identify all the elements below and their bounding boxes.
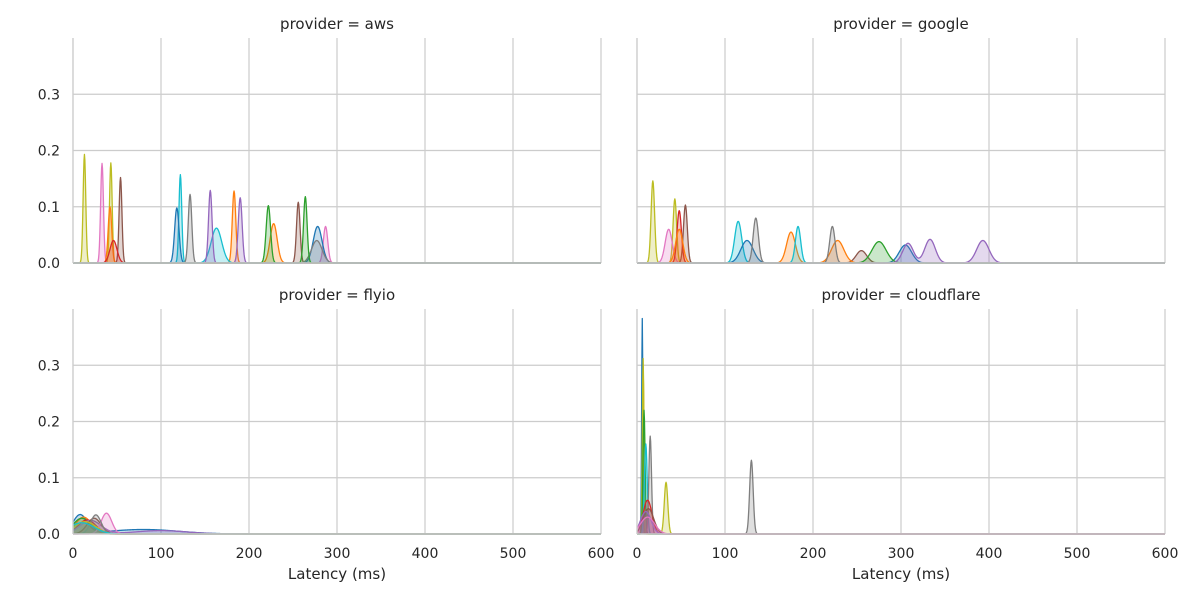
panel-title: provider = cloudflare: [822, 286, 981, 304]
panel-title: provider = aws: [280, 15, 394, 33]
x-tick-label: 400: [976, 546, 1003, 562]
y-tick-label: 0.3: [38, 358, 60, 374]
x-tick-label: 600: [1152, 546, 1179, 562]
x-tick-label: 400: [412, 546, 439, 562]
y-tick-label: 0.1: [38, 471, 60, 487]
facet-panel-1: provider = google: [636, 15, 1166, 264]
x-tick-label: 100: [712, 546, 739, 562]
facet-panel-2: provider = flyio 0.0 0.1 0.2 0.3 0 100 200 300 40…: [38, 286, 615, 583]
x-tick-label: 0: [69, 546, 78, 562]
density-area-6: [637, 240, 1165, 263]
x-axis-label: Latency (ms): [288, 565, 386, 583]
panel-title: provider = google: [833, 15, 968, 33]
y-tick-label: 0.0: [38, 527, 60, 543]
y-tick-label: 0.2: [38, 144, 60, 160]
y-tick-label: 0.3: [38, 87, 60, 103]
panel-title: provider = flyio: [279, 286, 395, 304]
facet-panel-3: provider = cloudflare 0 100 200 300 400 500 600…: [633, 286, 1179, 583]
density-area-6: [73, 207, 601, 263]
density-area-9: [637, 239, 1165, 263]
y-tick-label: 0.0: [38, 256, 60, 272]
x-tick-label: 300: [324, 546, 351, 562]
y-tick-label: 0.1: [38, 200, 60, 216]
x-tick-label: 100: [148, 546, 175, 562]
x-tick-label: 300: [888, 546, 915, 562]
x-tick-label: 200: [800, 546, 827, 562]
x-axis-label: Latency (ms): [852, 565, 950, 583]
x-tick-label: 600: [588, 546, 615, 562]
x-tick-label: 200: [236, 546, 263, 562]
x-tick-label: 0: [633, 546, 642, 562]
y-tick-label: 0.2: [38, 415, 60, 431]
facet-panel-0: provider = aws 0.0 0.1 0.2 0.3: [38, 15, 602, 272]
x-tick-label: 500: [1064, 546, 1091, 562]
x-tick-label: 500: [500, 546, 527, 562]
